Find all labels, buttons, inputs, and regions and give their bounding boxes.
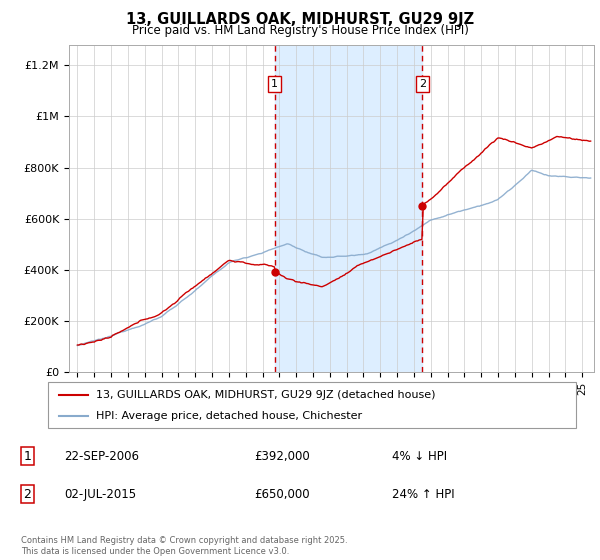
Text: 13, GUILLARDS OAK, MIDHURST, GU29 9JZ (detached house): 13, GUILLARDS OAK, MIDHURST, GU29 9JZ (d…: [95, 390, 435, 400]
Text: 2: 2: [419, 79, 426, 89]
Bar: [275, 45, 422, 372]
Text: 22-SEP-2006: 22-SEP-2006: [64, 450, 139, 463]
Text: Contains HM Land Registry data © Crown copyright and database right 2025.
This d: Contains HM Land Registry data © Crown c…: [21, 536, 347, 556]
Text: 4% ↓ HPI: 4% ↓ HPI: [392, 450, 447, 463]
Text: £392,000: £392,000: [254, 450, 310, 463]
Text: 1: 1: [271, 79, 278, 89]
FancyBboxPatch shape: [48, 382, 576, 428]
Text: £650,000: £650,000: [254, 488, 310, 501]
Text: Price paid vs. HM Land Registry's House Price Index (HPI): Price paid vs. HM Land Registry's House …: [131, 24, 469, 37]
Text: 24% ↑ HPI: 24% ↑ HPI: [392, 488, 455, 501]
Text: 13, GUILLARDS OAK, MIDHURST, GU29 9JZ: 13, GUILLARDS OAK, MIDHURST, GU29 9JZ: [126, 12, 474, 27]
Text: 2: 2: [23, 488, 31, 501]
Text: 02-JUL-2015: 02-JUL-2015: [64, 488, 136, 501]
Text: 1: 1: [23, 450, 31, 463]
Text: HPI: Average price, detached house, Chichester: HPI: Average price, detached house, Chic…: [95, 410, 362, 421]
